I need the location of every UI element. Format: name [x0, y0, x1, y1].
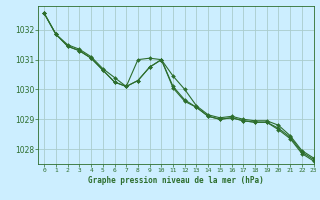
- X-axis label: Graphe pression niveau de la mer (hPa): Graphe pression niveau de la mer (hPa): [88, 176, 264, 185]
